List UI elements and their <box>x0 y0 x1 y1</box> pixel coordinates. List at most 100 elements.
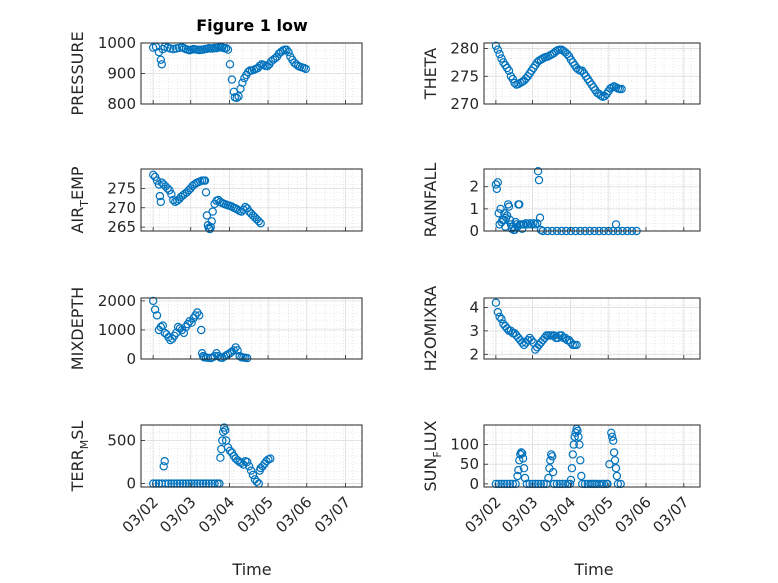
data-point <box>518 449 527 458</box>
data-point <box>220 426 230 435</box>
axes-box <box>483 42 701 105</box>
data-point <box>529 219 538 228</box>
data-point <box>610 456 620 465</box>
x-tick-label: 03/05 <box>234 493 277 536</box>
y-tick-label: 280 <box>450 40 479 58</box>
data-point <box>236 84 245 94</box>
data-point <box>155 191 165 201</box>
y-tick-label: 0 <box>126 475 136 493</box>
panel-mixdepth: 0 1000 2000 MIXDEPTH <box>68 287 363 370</box>
y-tick-label: 0 <box>469 222 479 240</box>
x-tick-label: 03/06 <box>612 493 655 536</box>
data-point <box>152 311 162 320</box>
data-point <box>233 346 242 355</box>
x-axis-label-right: Time <box>573 560 613 579</box>
y-axis-label: RAINFALL <box>421 163 440 238</box>
x-tick-label: 03/06 <box>272 493 315 536</box>
data-point <box>533 166 543 176</box>
data-point <box>548 467 558 477</box>
data-point <box>243 67 253 77</box>
y-axis-label: TERRMSL <box>68 421 91 493</box>
data-point <box>535 213 545 222</box>
y-tick-label: 0 <box>126 350 136 368</box>
axes-box <box>483 168 701 232</box>
y-tick-label: 2 <box>469 345 479 363</box>
data-point <box>207 217 216 226</box>
data-point <box>156 55 165 65</box>
data-point <box>252 477 261 486</box>
y-tick-label: 270 <box>450 95 479 113</box>
data-point <box>158 321 167 330</box>
y-axis-label: THETA <box>421 48 440 100</box>
data-point <box>611 83 621 92</box>
y-tick-label: 2000 <box>98 292 136 310</box>
y-tick-label: 265 <box>107 218 136 236</box>
data-point <box>569 440 579 449</box>
data-point <box>531 220 540 229</box>
data-point <box>548 452 557 461</box>
data-point <box>248 470 258 480</box>
data-point <box>208 207 217 216</box>
data-point <box>225 60 235 69</box>
data-point <box>202 211 212 220</box>
y-axis-label: PRESSURE <box>68 31 87 115</box>
data-point <box>234 92 243 101</box>
y-axis-label-subscript: F <box>431 451 444 457</box>
data-point <box>502 211 512 220</box>
data-point <box>575 440 584 449</box>
data-point <box>577 471 586 481</box>
x-tick-label: 03/07 <box>311 493 354 536</box>
data-point <box>596 91 606 100</box>
data-point <box>617 84 626 94</box>
data-point <box>223 45 233 54</box>
data-point <box>497 314 506 324</box>
data-point <box>246 466 256 475</box>
data-point <box>232 93 241 103</box>
panel-rainfall: 0 1 2 RAINFALL <box>421 163 701 240</box>
y-tick-label: 275 <box>450 67 479 85</box>
data-point <box>566 475 576 485</box>
data-point <box>508 74 517 84</box>
data-point <box>233 205 242 214</box>
y-axis-label: SUNFLUX <box>421 420 444 491</box>
y-tick-label: 100 <box>450 436 479 454</box>
y-tick-label: 500 <box>107 432 136 450</box>
axes-box <box>140 42 363 105</box>
data-point <box>608 432 617 441</box>
data-point <box>494 209 503 218</box>
data-point <box>527 220 536 229</box>
data-point <box>216 453 225 462</box>
axes-box <box>140 168 363 232</box>
data-point <box>534 175 544 185</box>
data-point <box>518 338 527 347</box>
y-axis-label: AIRTEMP <box>68 166 91 233</box>
data-point <box>607 428 616 437</box>
data-point <box>194 311 204 320</box>
data-point <box>538 54 548 63</box>
data-point <box>533 343 542 352</box>
x-tick-label: 03/02 <box>119 493 162 536</box>
y-tick-label: 270 <box>107 199 136 217</box>
data-point <box>495 312 504 321</box>
y-axis-label-tail: LUX <box>421 420 440 451</box>
x-tick-label: 03/03 <box>156 493 199 536</box>
x-axis-label-left: Time <box>231 560 271 579</box>
x-tick-label: 03/07 <box>649 493 692 536</box>
data-point <box>179 328 189 338</box>
data-point <box>256 219 265 228</box>
data-point <box>187 318 196 327</box>
y-tick-label: 4 <box>469 298 479 316</box>
y-axis-label: H2OMIXRA <box>421 286 440 372</box>
data-point <box>156 197 165 207</box>
y-tick-label: 275 <box>107 179 136 197</box>
data-point <box>237 458 246 468</box>
data-point <box>513 471 522 481</box>
data-point <box>514 465 523 475</box>
y-tick-label: 900 <box>107 65 136 83</box>
y-tick-label: 800 <box>107 95 136 113</box>
y-axis-label-tail: SL <box>68 421 87 440</box>
y-tick-label: 2 <box>469 178 479 196</box>
data-point <box>518 454 528 463</box>
